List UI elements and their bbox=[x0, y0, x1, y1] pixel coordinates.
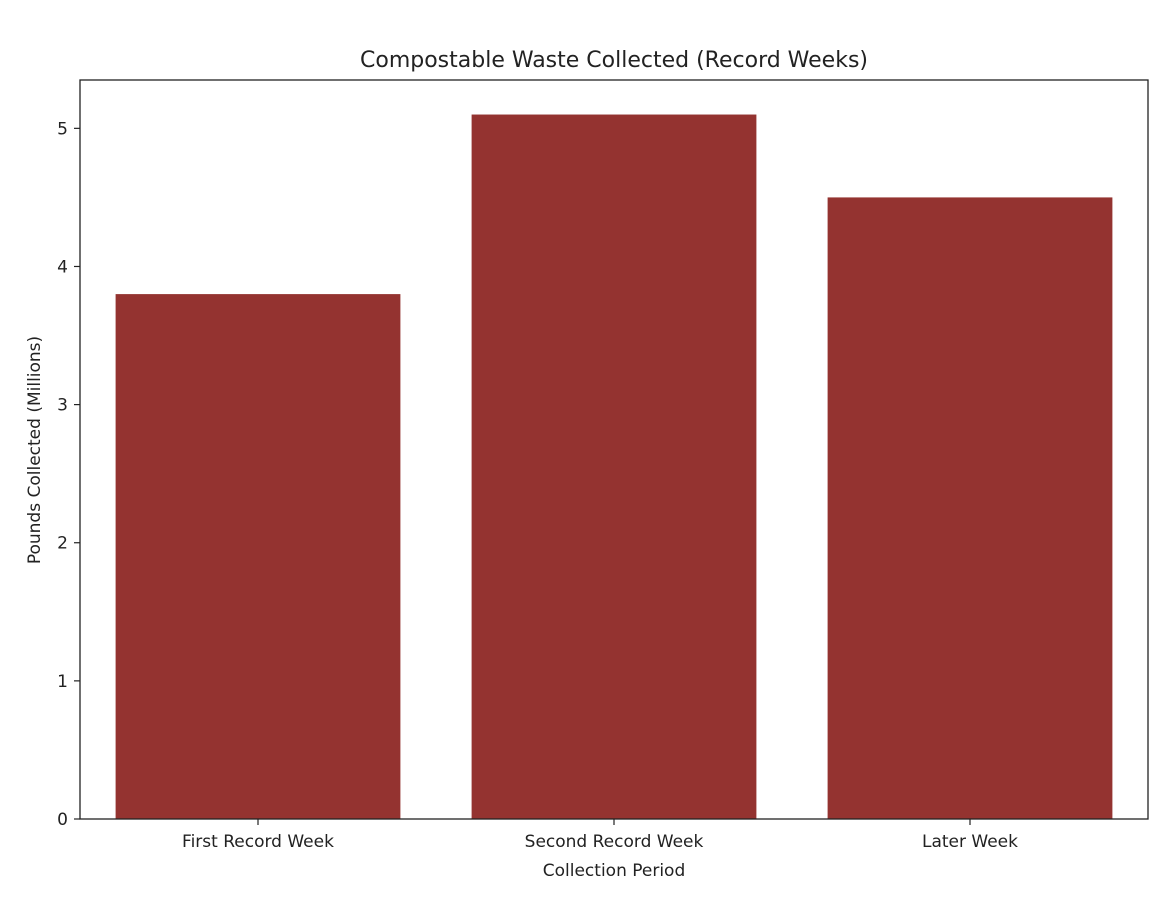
y-tick-label: 2 bbox=[57, 534, 68, 554]
y-tick-label: 5 bbox=[57, 119, 68, 139]
y-axis: 0 1 2 3 4 5 bbox=[57, 119, 80, 830]
x-tick-label: Later Week bbox=[922, 832, 1018, 852]
bars-layer bbox=[115, 114, 1113, 820]
y-tick-label: 1 bbox=[57, 672, 68, 692]
x-axis: First Record Week Second Record Week Later… bbox=[182, 819, 1018, 852]
y-tick-label: 4 bbox=[57, 257, 68, 277]
y-tick-label: 0 bbox=[57, 810, 68, 830]
bar-1 bbox=[115, 294, 401, 820]
bar-2 bbox=[471, 114, 757, 819]
x-tick-label: First Record Week bbox=[182, 832, 334, 852]
chart-title: Compostable Waste Collected (Record Week… bbox=[360, 48, 868, 73]
y-tick-label: 3 bbox=[57, 396, 68, 416]
bar-3 bbox=[827, 197, 1113, 820]
x-axis-label: Collection Period bbox=[543, 861, 686, 881]
x-tick-label: Second Record Week bbox=[525, 832, 704, 852]
y-axis-label: Pounds Collected (Millions) bbox=[25, 336, 45, 564]
